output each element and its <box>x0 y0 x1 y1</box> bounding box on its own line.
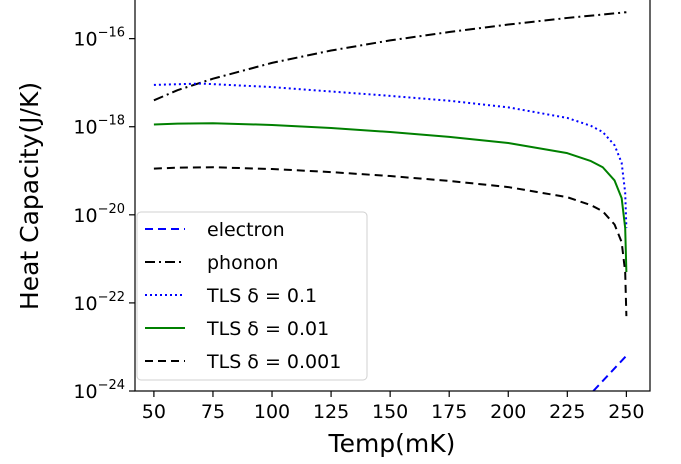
y-tick-label-1: 10−22 <box>73 290 125 315</box>
series-layer <box>153 11 628 391</box>
series-line-3 <box>153 122 628 273</box>
series-line-2 <box>153 82 628 229</box>
series-line-4 <box>153 166 628 317</box>
x-tick-label-0: 50 <box>142 401 166 423</box>
series-line-0 <box>592 355 628 391</box>
y-axis-label: Heat Capacity(J/K) <box>15 82 44 310</box>
legend: electron phonon TLS δ = 0.1 TLS δ = 0.01 TLS… <box>136 211 368 381</box>
x-tick-label-1: 75 <box>201 401 225 423</box>
legend-label-1: phonon <box>207 252 278 274</box>
legend-label-0: electron <box>207 219 285 241</box>
y-tick-label-4: 10−16 <box>73 26 125 51</box>
x-tick-label-4: 150 <box>372 401 408 423</box>
series-line-1 <box>153 11 627 102</box>
y-tick-label-0: 10−24 <box>73 378 125 403</box>
y-tick-label-2: 10−20 <box>73 202 125 227</box>
ticks-layer: 50 75 100 125 150 175 200 225 250 10−24 10−22 10−20… <box>73 26 644 423</box>
x-axis-label: Temp(mK) <box>328 429 456 458</box>
x-tick-label-7: 225 <box>549 401 585 423</box>
legend-box <box>136 211 368 381</box>
legend-label-2: TLS δ = 0.1 <box>206 285 317 307</box>
x-tick-label-5: 175 <box>431 401 467 423</box>
legend-label-3: TLS δ = 0.01 <box>206 318 329 340</box>
y-tick-label-3: 10−18 <box>73 114 125 139</box>
x-tick-label-2: 100 <box>254 401 290 423</box>
x-tick-label-8: 250 <box>608 401 644 423</box>
x-tick-label-3: 125 <box>313 401 349 423</box>
plot-frame <box>134 0 651 392</box>
x-tick-label-6: 200 <box>490 401 526 423</box>
legend-label-4: TLS δ = 0.001 <box>206 351 341 373</box>
